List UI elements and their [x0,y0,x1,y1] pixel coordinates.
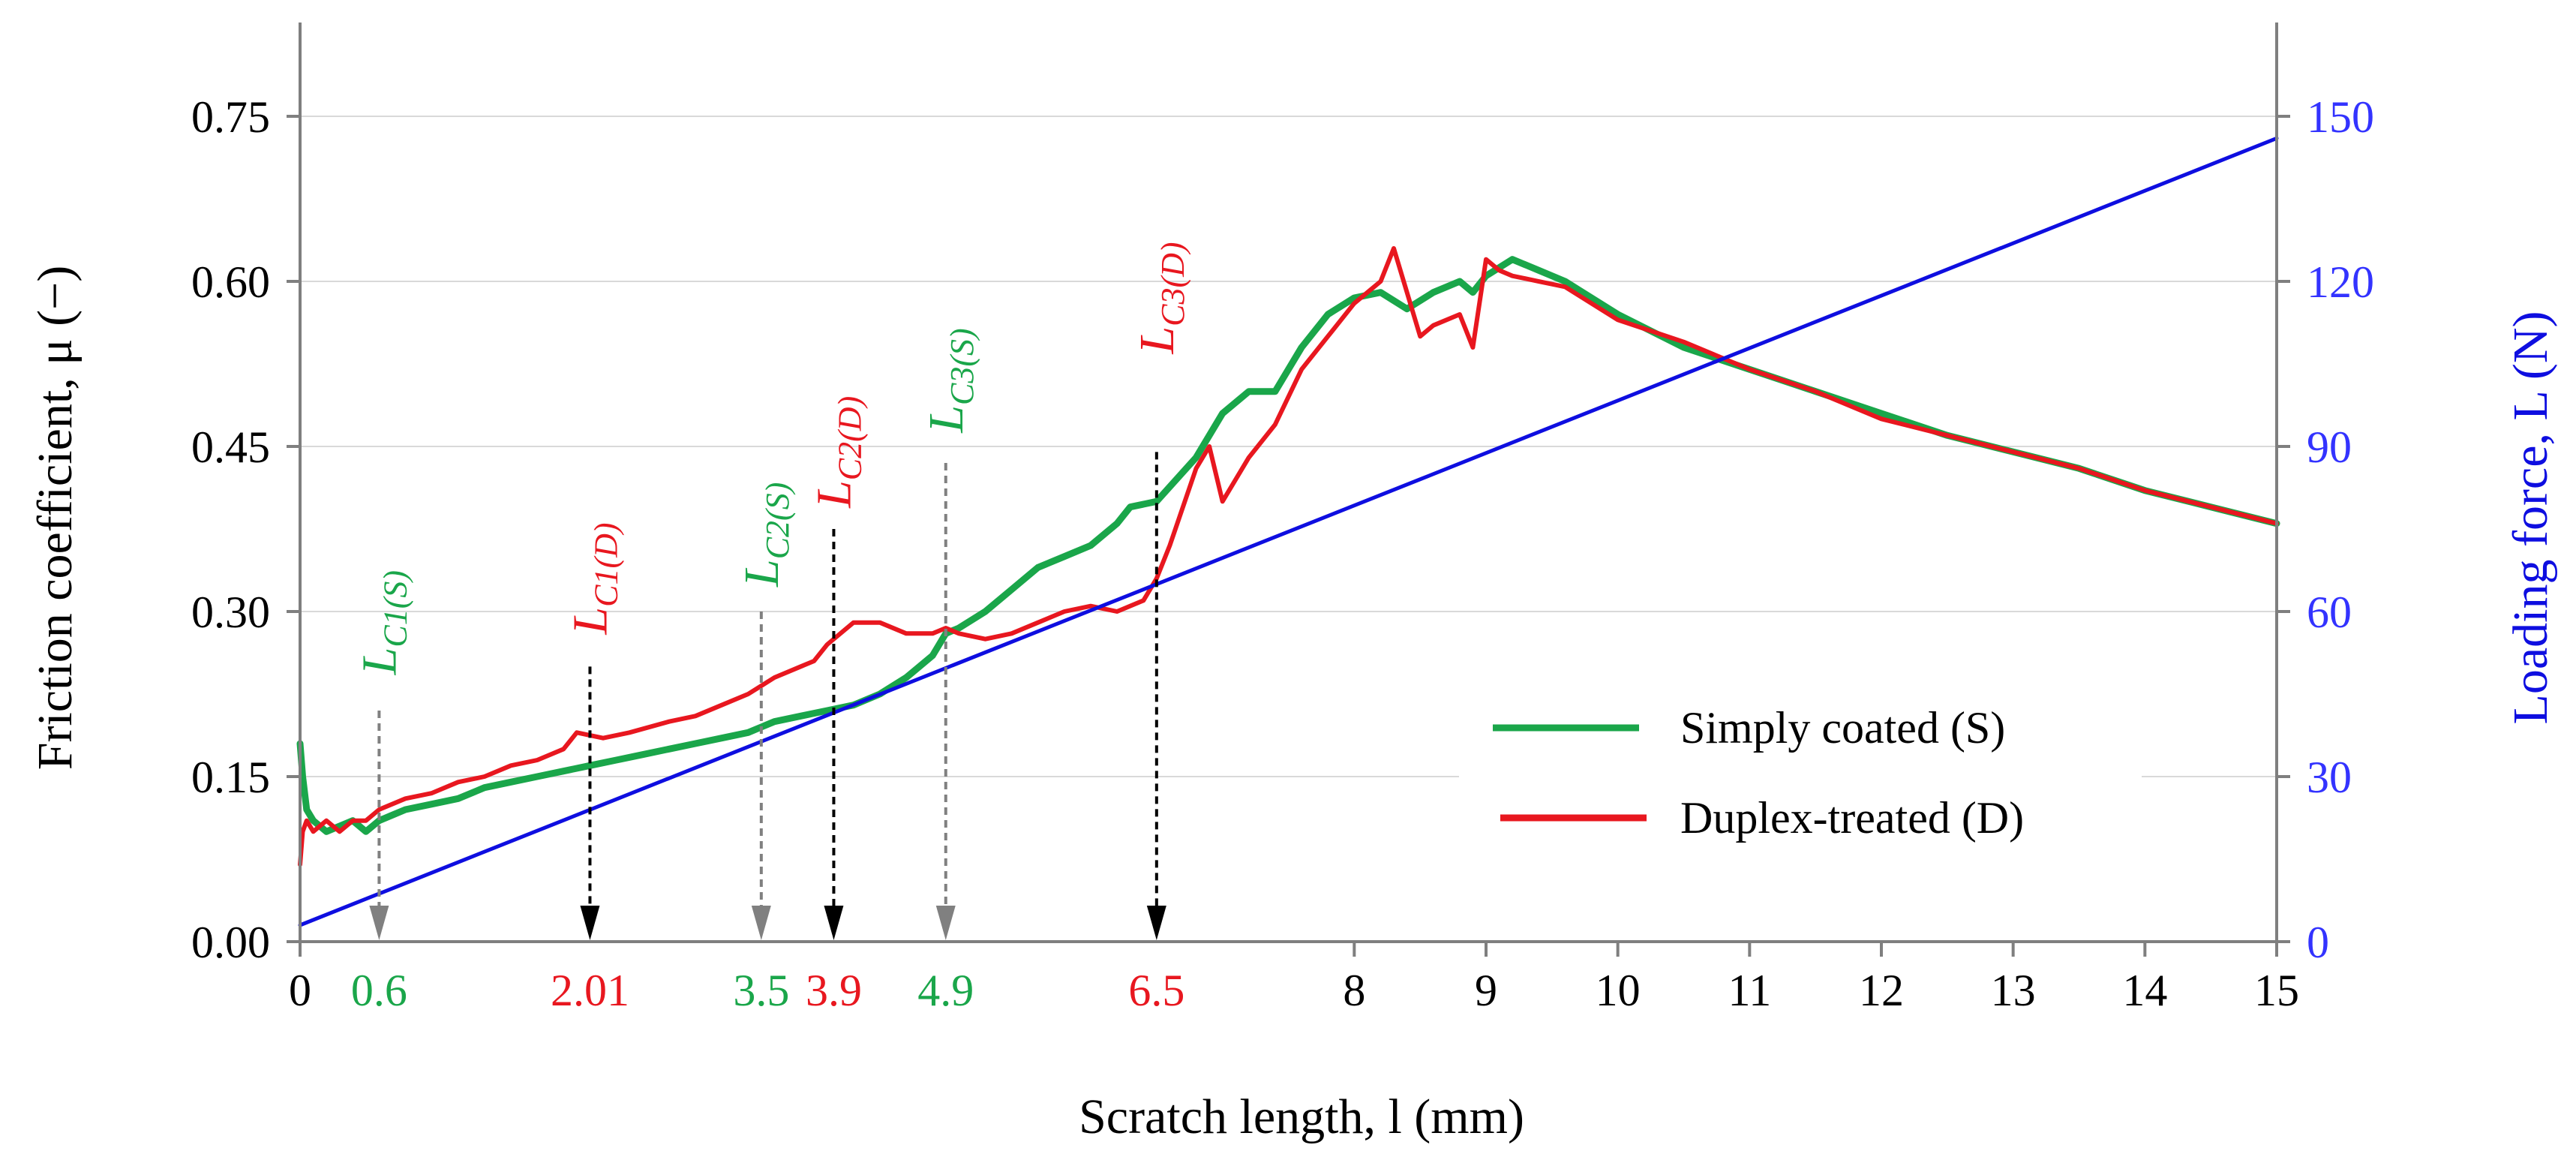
critical-load-label-1: LC1(D) [563,522,624,635]
x-tick-label-3: 12 [1859,966,1904,1015]
x-tick-label-5: 14 [2122,966,2167,1015]
critical-load-value-2: 3.5 [733,966,789,1015]
y-tick-label-2: 0.30 [191,588,270,637]
critical-load-symbol: L [352,648,407,676]
x-tick-label-6: 15 [2254,966,2299,1015]
critical-load-subscript: C2(S) [759,482,796,560]
critical-load-label-3: LC2(D) [806,396,868,509]
legend-background [1459,679,2142,859]
legend-label-simply-coated: Simply coated (S) [1680,703,2005,753]
critical-load-arrow-1 [580,906,600,940]
legend: Simply coated (S) Duplex-treated (D) [1459,679,2142,859]
critical-load-arrow-3 [824,906,844,940]
critical-load-value-4: 4.9 [917,966,974,1015]
legend-label-duplex-treated: Duplex-treated (D) [1680,793,2024,843]
critical-load-symbol: L [563,607,617,636]
y2-tick-label-3: 90 [2307,422,2352,472]
series-line-duplex-treated-d [298,246,2279,867]
y2-tick-label-1: 30 [2307,753,2352,802]
critical-load-value-1: 2.01 [551,966,629,1015]
y-tick-label-1: 0.15 [191,753,270,802]
x-tick-label-4: 13 [1991,966,2036,1015]
critical-load-label-4: LC3(S) [919,328,980,433]
plot-series [296,136,2280,927]
critical-load-arrow-5 [1146,906,1166,940]
x-extra-tick-label-1: 9 [1475,966,1497,1015]
y-tick-label-3: 0.45 [191,422,270,472]
critical-load-label-0: LC1(S) [352,570,413,675]
critical-load-subscript: C1(D) [587,522,624,606]
critical-load-symbol: L [734,559,789,588]
y2-tick-label-0: 0 [2307,918,2329,967]
y2-tick-label-5: 150 [2307,92,2374,142]
axes: 0.00 0.15 0.30 0.45 0.60 0.75 0 30 60 90 120 150 0 10… [191,23,2374,1015]
critical-load-value-0: 0.6 [351,966,407,1015]
y2-tick-label-2: 60 [2307,588,2352,637]
y-tick-label-0: 0.00 [191,918,270,967]
critical-load-symbol: L [919,405,974,434]
series-line-loading-force [298,136,2279,927]
x-axis-title: Scratch length, l (mm) [1079,1089,1524,1144]
y2-tick-label-4: 120 [2307,257,2374,307]
critical-load-subscript: C2(D) [831,396,868,480]
y2-axis-title: Loading force, L (N) [2503,311,2558,725]
y-axis-title: Friction coefficient, μ (−) [28,266,83,771]
critical-load-arrow-2 [751,906,771,940]
x-tick-label-2: 11 [1728,966,1771,1015]
critical-load-subscript: C3(D) [1154,242,1191,326]
critical-load-symbol: L [1130,326,1184,355]
series-line-simply-coated-s [296,256,2280,835]
critical-load-value-3: 3.9 [806,966,862,1015]
x-tick-label-0: 0 [289,966,311,1015]
x-tick-label-1: 10 [1596,966,1641,1015]
critical-load-annotations: 0.6LC1(S)2.01LC1(D)3.5LC2(S)3.9LC2(D)4.9… [351,242,1191,1015]
y-tick-label-5: 0.75 [191,92,270,142]
y-tick-label-4: 0.60 [191,257,270,307]
critical-load-label-5: LC3(D) [1130,242,1191,354]
critical-load-arrow-4 [935,906,956,940]
critical-load-subscript: C1(S) [377,570,413,648]
critical-load-label-2: LC2(S) [734,482,796,588]
critical-load-arrow-0 [369,906,389,940]
critical-load-symbol: L [806,480,861,509]
critical-load-value-5: 6.5 [1128,966,1184,1015]
x-extra-tick-label-0: 8 [1343,966,1365,1015]
critical-load-subscript: C3(S) [944,328,980,405]
